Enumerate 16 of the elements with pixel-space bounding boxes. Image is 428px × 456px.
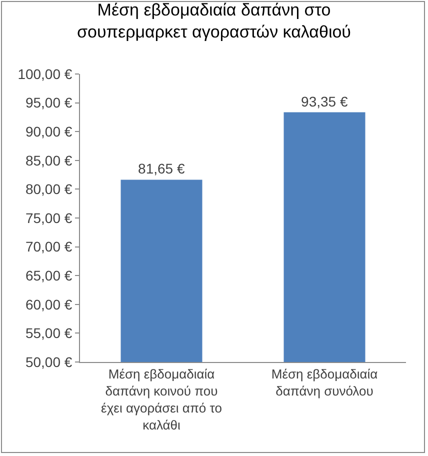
y-tick-label: 80,00 € — [25, 181, 72, 198]
y-tick-label: 50,00 € — [25, 354, 72, 370]
y-tick-label: 60,00 € — [25, 296, 72, 312]
y-tick-label: 55,00 € — [25, 325, 72, 342]
y-tick-label: 65,00 € — [25, 268, 72, 284]
chart-title: Μέση εβδομαδιαία δαπάνη στο σουπερμαρκετ αγοραστών καλαθιού — [77, 0, 351, 42]
x-tick-label: Μέση εβδομαδιαία δαπάνη κοινού που έχει αγοράσει από το καλάθι — [101, 366, 222, 432]
data-label: 81,65 € — [138, 160, 185, 177]
y-tick-label: 70,00 € — [25, 238, 72, 255]
y-tick-label: 95,00 € — [25, 94, 72, 111]
y-tick-label: 85,00 € — [25, 152, 72, 168]
data-label: 93,35 € — [301, 93, 348, 110]
y-tick-label: 90,00 € — [25, 124, 72, 140]
y-tick-label: 75,00 € — [25, 210, 72, 226]
y-tick-label: 100,00 € — [18, 66, 72, 82]
x-tick-label: Μέση εβδομαδιαία δαπάνη συνόλου — [271, 366, 378, 398]
